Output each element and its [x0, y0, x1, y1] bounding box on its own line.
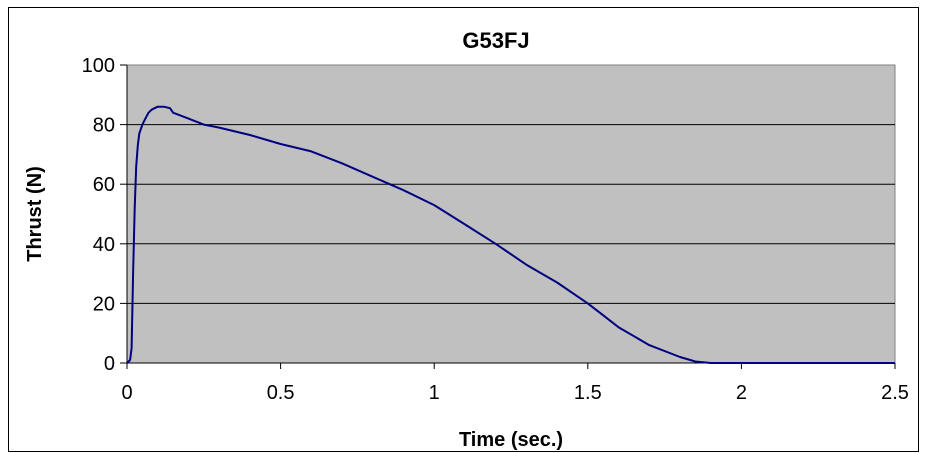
x-tick-label: 2 [736, 382, 747, 404]
x-tick-label: 0.5 [267, 382, 295, 404]
y-axis-title: Thrust (N) [24, 166, 46, 262]
x-axis-title: Time (sec.) [459, 429, 563, 451]
y-tick-label: 20 [93, 293, 115, 315]
y-tick-label: 100 [82, 55, 115, 77]
y-tick-label: 0 [104, 353, 115, 375]
thrust-curve-chart: G53FJ 0 20 40 60 80 100 0 0.5 1 1.5 2 2.5 Time (se… [24, 28, 909, 451]
plot-area [126, 64, 896, 364]
x-tick-label: 1.5 [574, 382, 602, 404]
x-tick-label: 1 [429, 382, 440, 404]
series-layer [126, 105, 895, 364]
chart-frame: G53FJ 0 20 40 60 80 100 0 0.5 1 1.5 2 2.5 Time (se… [8, 7, 919, 452]
x-tick-label: 2.5 [881, 382, 909, 404]
x-tick-labels: 0 0.5 1 1.5 2 2.5 [121, 382, 908, 404]
thrust-series-line [126, 105, 895, 364]
chart-title: G53FJ [462, 28, 529, 53]
grid-layer [127, 124, 895, 304]
x-tick-label: 0 [121, 382, 132, 404]
y-tick-label: 80 [93, 115, 115, 137]
y-tick-labels: 0 20 40 60 80 100 [82, 55, 115, 375]
y-tick-label: 60 [93, 174, 115, 196]
y-tick-label: 40 [93, 234, 115, 256]
